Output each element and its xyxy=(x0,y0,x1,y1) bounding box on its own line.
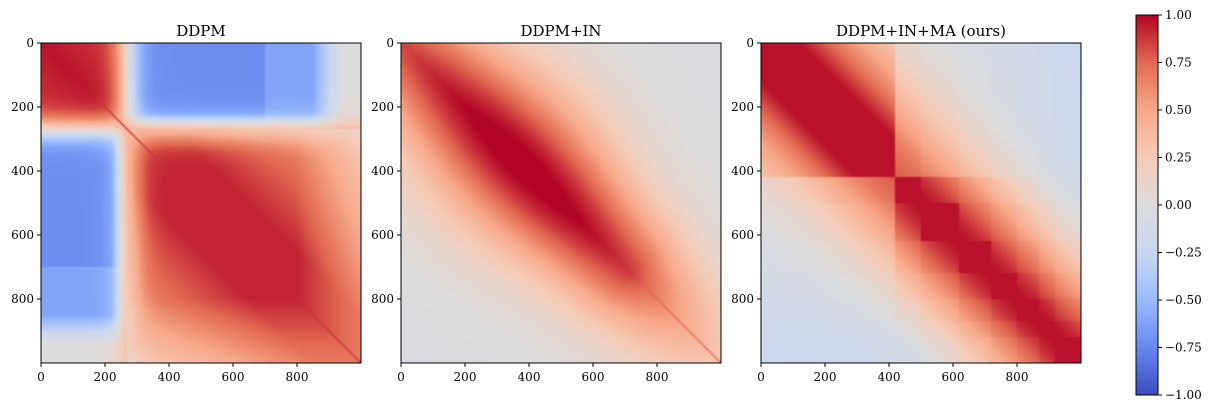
colorbar-ticks: 1.00 0.75 0.50 0.25 0.00 −0.25 −0.50 −0.75 −1.00 xyxy=(1158,8,1202,402)
x-tick-label: 400 xyxy=(878,370,901,384)
colorbar-tick-label: 0.00 xyxy=(1165,198,1192,212)
y-tick-label: 600 xyxy=(11,228,34,242)
panel-title-ddpm-in-ma: DDPM+IN+MA (ours) xyxy=(836,22,1006,40)
y-tick-label: 200 xyxy=(731,100,754,114)
heatmap-panel-ddpm-in: DDPM+IN 0 200 400 600 800 0 200 400 600 800 xyxy=(371,22,722,384)
plot-frame-ddpm-in-ma xyxy=(760,42,1082,364)
colorbar-tick-label: 0.75 xyxy=(1165,56,1192,70)
x-tick-label: 400 xyxy=(158,370,181,384)
axis-ticks-ddpm-in: 0 200 400 600 800 0 200 400 600 800 xyxy=(371,36,668,384)
y-tick-label: 400 xyxy=(371,164,394,178)
x-tick-label: 600 xyxy=(942,370,965,384)
x-tick-label: 800 xyxy=(1006,370,1029,384)
colorbar-tick-label: −0.25 xyxy=(1165,246,1202,260)
heatmap-image-ddpm-in-ma xyxy=(761,43,1081,363)
panel-title-ddpm-in: DDPM+IN xyxy=(520,22,601,40)
x-tick-label: 0 xyxy=(397,370,405,384)
x-tick-label: 200 xyxy=(454,370,477,384)
y-tick-label: 800 xyxy=(731,292,754,306)
x-tick-label: 200 xyxy=(814,370,837,384)
axis-ticks-ddpm-in-ma: 0 200 400 600 800 0 200 400 600 800 xyxy=(731,36,1028,384)
y-tick-label: 0 xyxy=(26,36,34,50)
x-tick-label: 600 xyxy=(222,370,245,384)
colorbar-tick-label: −0.50 xyxy=(1165,293,1202,307)
y-tick-label: 600 xyxy=(371,228,394,242)
colorbar-tick-label: −0.75 xyxy=(1165,341,1202,355)
x-tick-label: 800 xyxy=(646,370,669,384)
panel-title-ddpm: DDPM xyxy=(176,22,226,40)
y-tick-label: 200 xyxy=(11,100,34,114)
y-tick-label: 400 xyxy=(731,164,754,178)
y-tick-label: 0 xyxy=(386,36,394,50)
y-tick-label: 600 xyxy=(731,228,754,242)
plot-frame-ddpm xyxy=(40,42,362,364)
axis-ticks-ddpm: 0 200 400 600 800 0 200 400 600 800 xyxy=(11,36,308,384)
x-tick-label: 0 xyxy=(37,370,45,384)
plot-frame-ddpm-in xyxy=(400,42,722,364)
x-tick-label: 600 xyxy=(582,370,605,384)
x-tick-label: 800 xyxy=(286,370,309,384)
heatmap-panel-ddpm-in-ma: DDPM+IN+MA (ours) 0 200 400 600 800 0 200 400 60… xyxy=(731,22,1082,384)
y-tick-label: 800 xyxy=(11,292,34,306)
heatmap-panel-ddpm: DDPM 0 200 400 600 800 0 200 400 600 800 xyxy=(11,22,362,384)
x-tick-label: 200 xyxy=(94,370,117,384)
y-tick-label: 800 xyxy=(371,292,394,306)
colorbar-tick-label: −1.00 xyxy=(1165,388,1202,402)
colorbar-tick-label: 0.50 xyxy=(1165,103,1192,117)
x-tick-label: 0 xyxy=(757,370,765,384)
y-tick-label: 400 xyxy=(11,164,34,178)
colorbar-fill xyxy=(1136,15,1158,395)
colorbar-tick-label: 1.00 xyxy=(1165,8,1192,22)
colorbar-tick-label: 0.25 xyxy=(1165,151,1192,165)
x-tick-label: 400 xyxy=(518,370,541,384)
heatmap-image-ddpm-in xyxy=(401,43,721,363)
y-tick-label: 0 xyxy=(746,36,754,50)
colorbar: 1.00 0.75 0.50 0.25 0.00 −0.25 −0.50 −0.75 −1.00 xyxy=(1135,8,1202,402)
y-tick-label: 200 xyxy=(371,100,394,114)
heatmap-image-ddpm xyxy=(41,43,361,363)
